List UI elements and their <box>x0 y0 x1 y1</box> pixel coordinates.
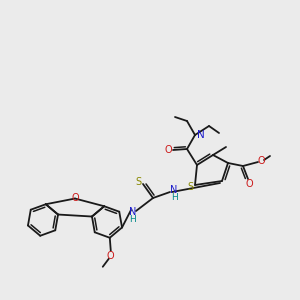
Text: H: H <box>130 214 136 224</box>
Text: O: O <box>107 251 115 261</box>
Text: H: H <box>171 193 177 202</box>
Text: O: O <box>257 156 265 166</box>
Text: O: O <box>164 145 172 155</box>
Text: N: N <box>197 130 205 140</box>
Text: S: S <box>187 182 193 192</box>
Text: N: N <box>170 185 178 195</box>
Text: O: O <box>71 193 79 202</box>
Text: N: N <box>129 207 137 217</box>
Text: S: S <box>135 177 141 187</box>
Text: O: O <box>245 179 253 189</box>
